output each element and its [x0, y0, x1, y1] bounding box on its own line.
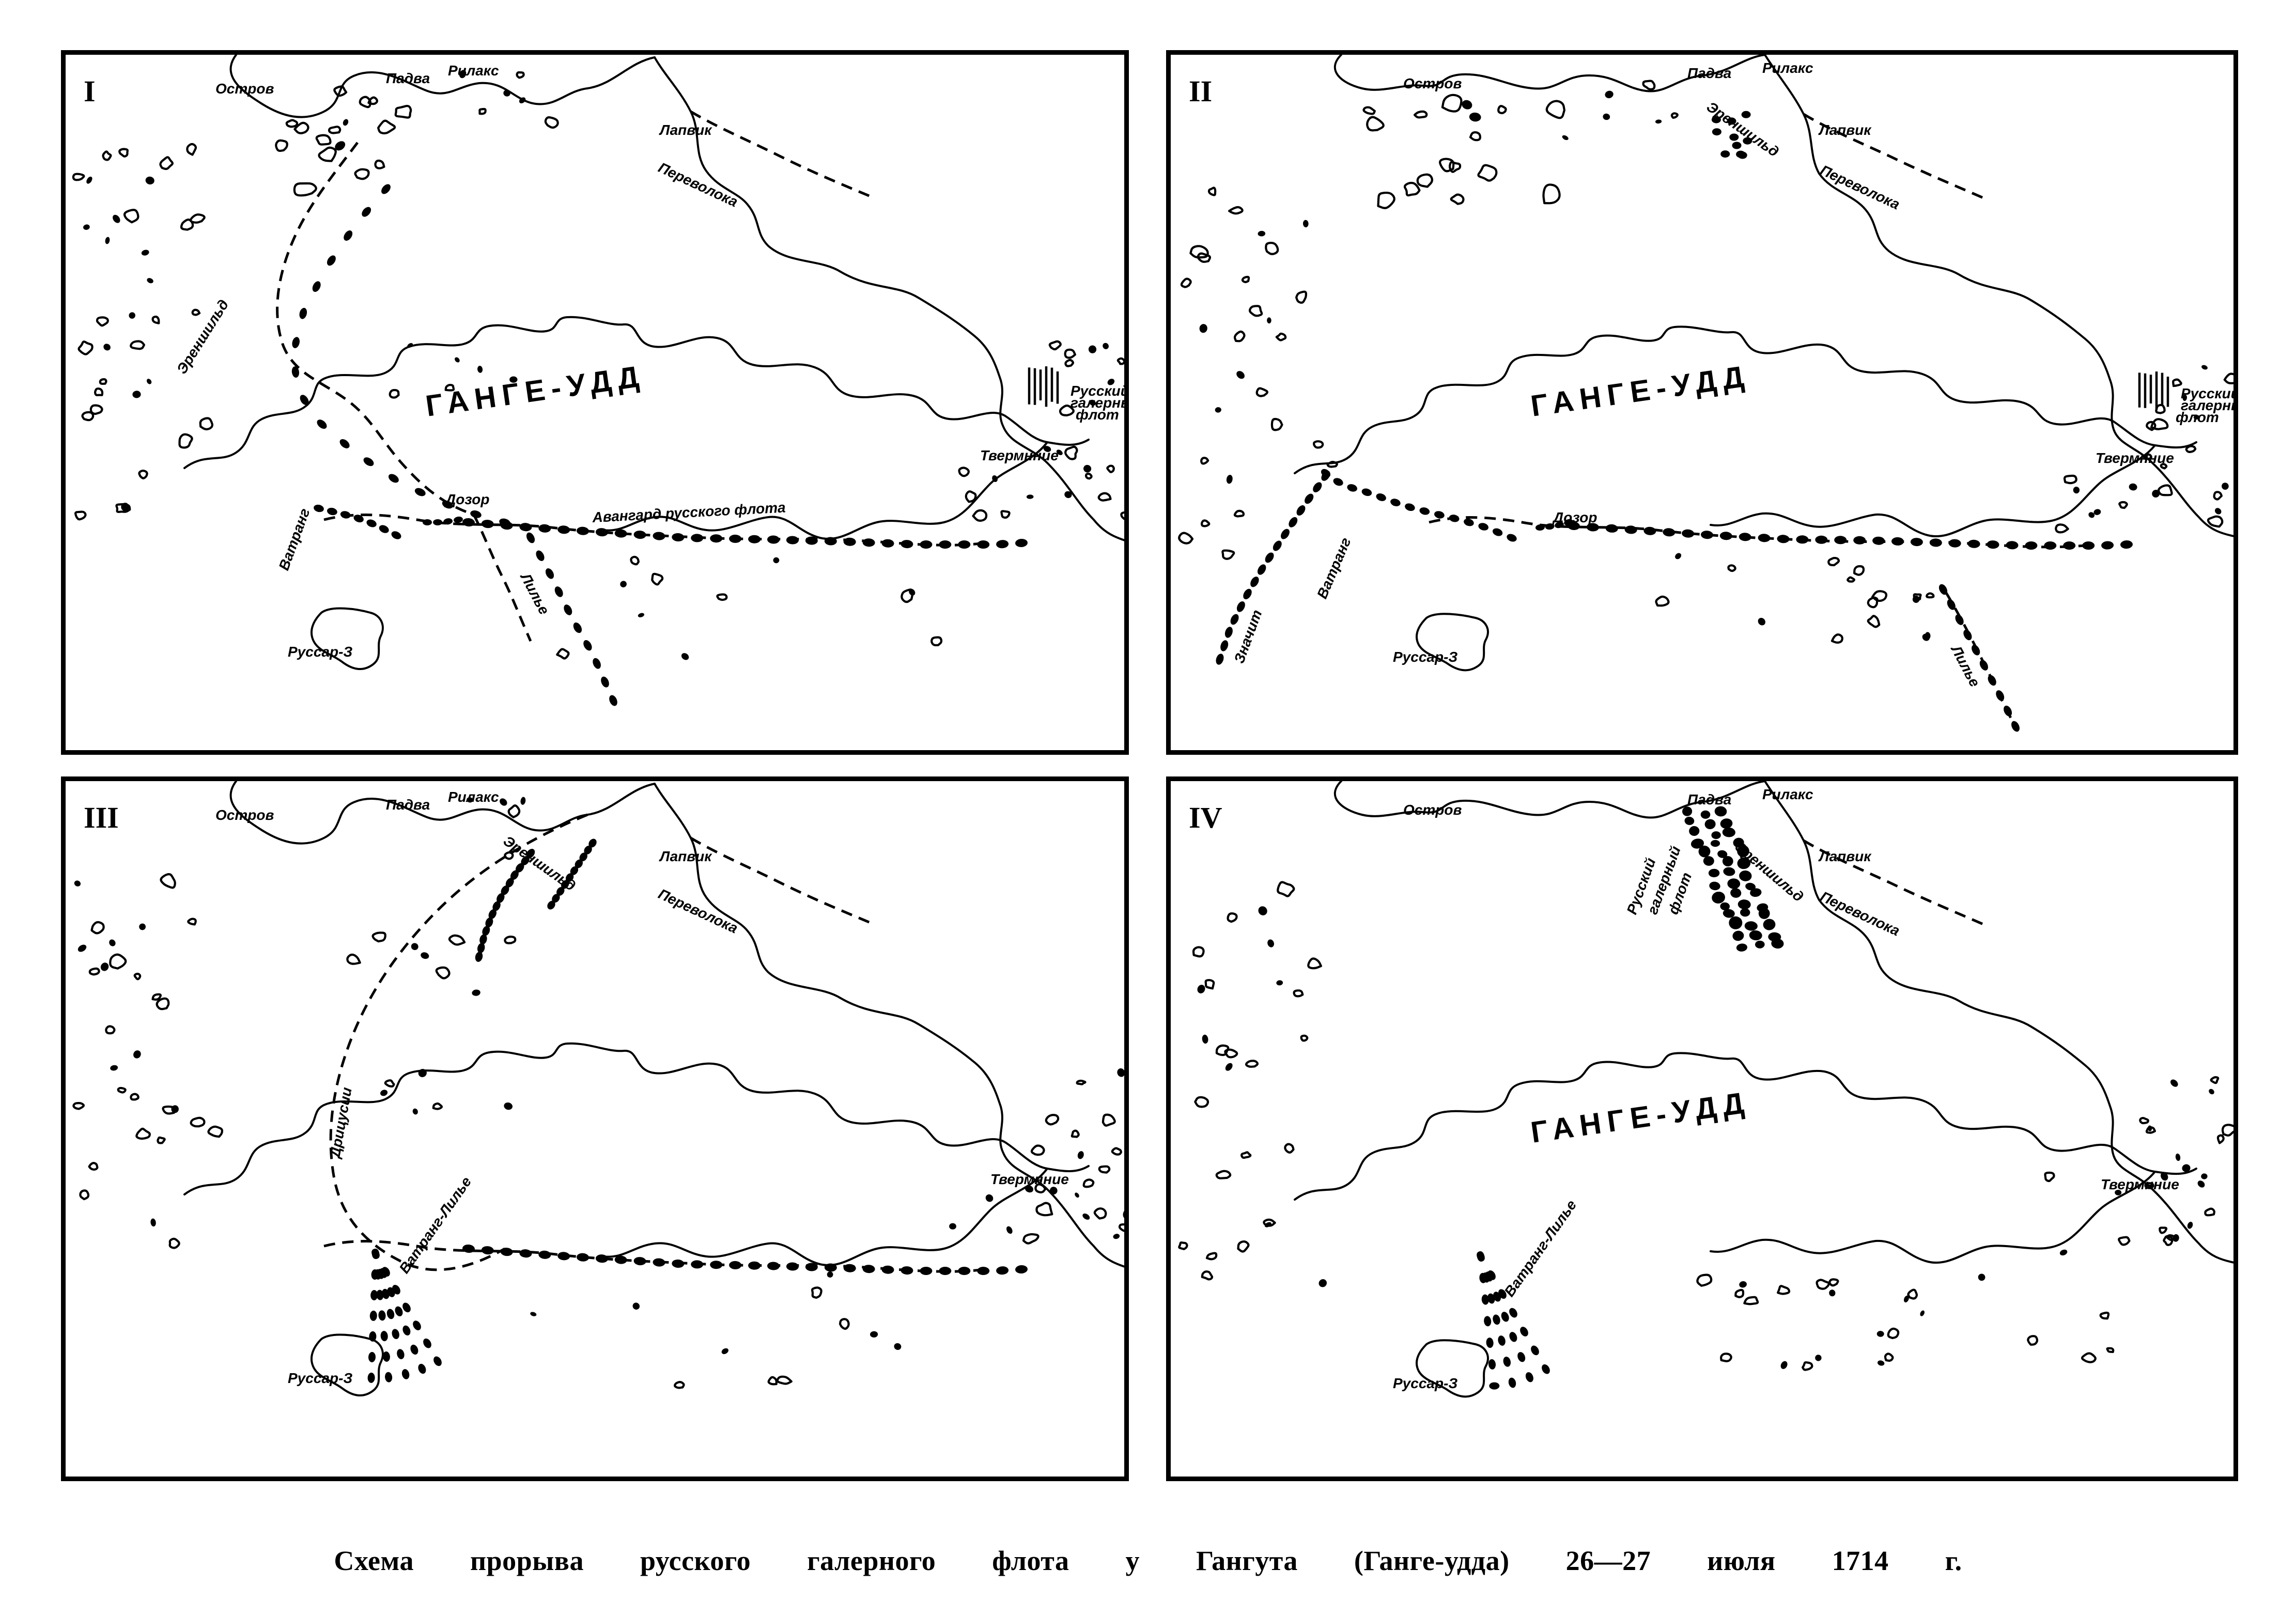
svg-text:Руссар-З: Руссар-З — [1393, 1375, 1457, 1391]
svg-text:Лилье: Лилье — [517, 569, 553, 617]
svg-text:Переволока: Переволока — [656, 159, 740, 210]
svg-text:Ватранг: Ватранг — [1314, 535, 1354, 601]
svg-text:Ватранг-Лилье: Ватранг-Лилье — [1501, 1197, 1580, 1299]
svg-text:I: I — [84, 74, 96, 108]
svg-text:Остров: Остров — [1403, 802, 1462, 818]
svg-text:Лапвик: Лапвик — [1818, 848, 1872, 864]
svg-text:Ватранг: Ватранг — [276, 506, 313, 572]
svg-text:Рилакс: Рилакс — [448, 63, 499, 79]
svg-text:Падва: Падва — [386, 70, 430, 86]
svg-text:Лапвик: Лапвик — [659, 122, 712, 138]
svg-text:Лапвик: Лапвик — [659, 848, 712, 864]
svg-text:Рилакс: Рилакс — [1762, 786, 1813, 802]
svg-text:Падва: Падва — [386, 797, 430, 813]
svg-text:ГАНГЕ-УДД: ГАНГЕ-УДД — [1529, 1085, 1752, 1149]
svg-text:II: II — [1189, 74, 1212, 108]
svg-text:Переволока: Переволока — [656, 885, 740, 936]
svg-text:Ватранг-Лилье: Ватранг-Лилье — [396, 1174, 475, 1276]
svg-text:Твермнние: Твермнние — [990, 1171, 1069, 1187]
svg-text:IV: IV — [1189, 801, 1222, 834]
svg-text:флот: флот — [1076, 407, 1119, 423]
svg-text:Руссар-З: Руссар-З — [288, 1370, 352, 1386]
svg-text:Авангард русского флота: Авангард русского флота — [592, 499, 786, 525]
svg-text:Дрицусии: Дрицусии — [327, 1086, 355, 1160]
svg-text:III: III — [84, 801, 119, 834]
svg-text:ГАНГЕ-УДД: ГАНГЕ-УДД — [424, 359, 647, 423]
svg-text:Остров: Остров — [215, 807, 274, 823]
svg-text:Эреншильд: Эреншильд — [174, 297, 232, 377]
svg-text:Падва: Падва — [1687, 791, 1731, 807]
svg-text:Лапвик: Лапвик — [1818, 122, 1872, 138]
svg-text:Рилакс: Рилакс — [448, 789, 499, 805]
svg-text:Остров: Остров — [1403, 75, 1462, 91]
svg-text:Рилакс: Рилакс — [1762, 60, 1813, 76]
svg-text:Руссар-З: Руссар-З — [288, 644, 352, 660]
svg-text:Остров: Остров — [215, 81, 274, 97]
svg-text:Руссар-З: Руссар-З — [1393, 649, 1457, 665]
svg-text:Падва: Падва — [1687, 65, 1731, 81]
svg-text:ГАНГЕ-УДД: ГАНГЕ-УДД — [1529, 359, 1752, 423]
